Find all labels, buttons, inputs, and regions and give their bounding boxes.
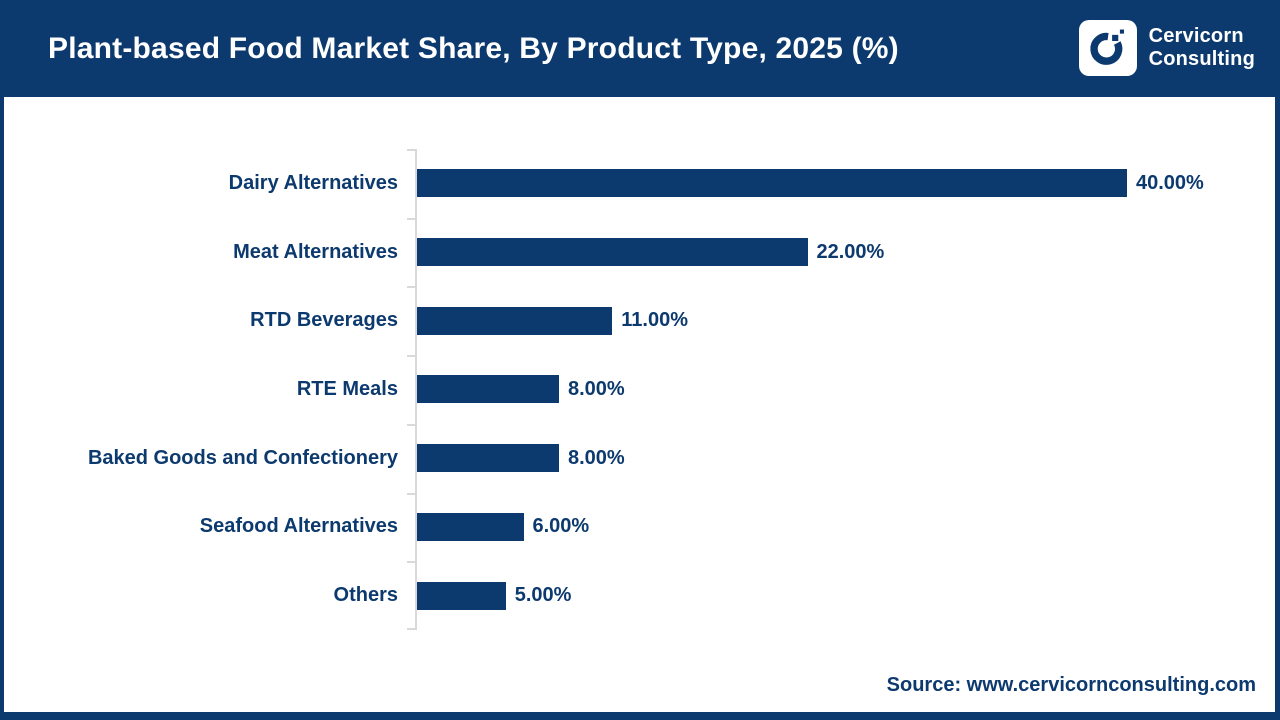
chart-panel: [4, 97, 1275, 712]
bar-cell: 6.00%: [417, 512, 590, 541]
value-label: 8.00%: [568, 446, 625, 469]
header-banner: Plant-based Food Market Share, By Produc…: [0, 0, 1280, 97]
value-label: 6.00%: [532, 515, 590, 538]
bar: [417, 169, 1127, 198]
bar-cell: 5.00%: [417, 581, 572, 610]
category-label: Dairy Alternatives: [228, 171, 398, 194]
axis-tick: [407, 423, 416, 426]
category-label: RTD Beverages: [250, 309, 398, 332]
chart-row: RTD Beverages 11.00%: [0, 286, 1280, 355]
bar-cell: 8.00%: [417, 375, 625, 404]
axis-tick: [407, 149, 416, 151]
axis-tick: [407, 561, 416, 564]
axis-tick: [407, 492, 416, 495]
chart-row: Others 5.00%: [0, 561, 1280, 630]
category-label: Baked Goods and Confectionery: [87, 446, 398, 469]
chart-rows: Dairy Alternatives 40.00% Meat Alternati…: [0, 149, 1280, 630]
bar: [417, 581, 506, 610]
chart-row: Meat Alternatives 22.00%: [0, 218, 1280, 287]
category-label: RTE Meals: [296, 377, 398, 400]
axis-tick: [407, 286, 416, 289]
page-title: Plant-based Food Market Share, By Produc…: [48, 31, 899, 65]
bar-cell: 40.00%: [417, 169, 1204, 198]
bar-cell: 8.00%: [417, 444, 625, 473]
brand-name-line1: Cervicorn: [1148, 25, 1244, 47]
chart-row: RTE Meals 8.00%: [0, 355, 1280, 424]
brand-logo: Cervicorn Consulting: [1078, 20, 1255, 76]
chart-row: Baked Goods and Confectionery 8.00%: [0, 424, 1280, 493]
bar-chart: Dairy Alternatives 40.00% Meat Alternati…: [0, 149, 1280, 630]
axis-tick: [407, 217, 416, 220]
brand-name: Cervicorn Consulting: [1149, 25, 1255, 71]
bar-cell: 11.00%: [417, 306, 688, 335]
value-label: 40.00%: [1136, 171, 1204, 194]
axis-tick: [407, 627, 416, 630]
bar: [417, 306, 613, 335]
value-label: 22.00%: [816, 240, 885, 263]
bar: [417, 444, 559, 473]
bar: [417, 512, 524, 541]
bar: [417, 375, 559, 404]
category-label: Seafood Alternatives: [199, 515, 398, 538]
value-label: 5.00%: [514, 584, 572, 607]
value-label: 8.00%: [568, 377, 625, 400]
y-axis-line: [415, 149, 417, 630]
brand-name-line2: Consulting: [1148, 48, 1255, 70]
bar: [417, 238, 808, 267]
axis-tick: [407, 355, 416, 358]
category-label: Others: [333, 584, 398, 607]
value-label: 11.00%: [621, 309, 688, 332]
source-credit: Source: www.cervicornconsulting.com: [886, 674, 1256, 696]
chart-row: Seafood Alternatives 6.00%: [0, 493, 1280, 562]
bar-cell: 22.00%: [417, 238, 885, 267]
category-label: Meat Alternatives: [233, 240, 398, 263]
cervicorn-logo-icon: [1078, 20, 1137, 76]
chart-row: Dairy Alternatives 40.00%: [0, 149, 1280, 218]
